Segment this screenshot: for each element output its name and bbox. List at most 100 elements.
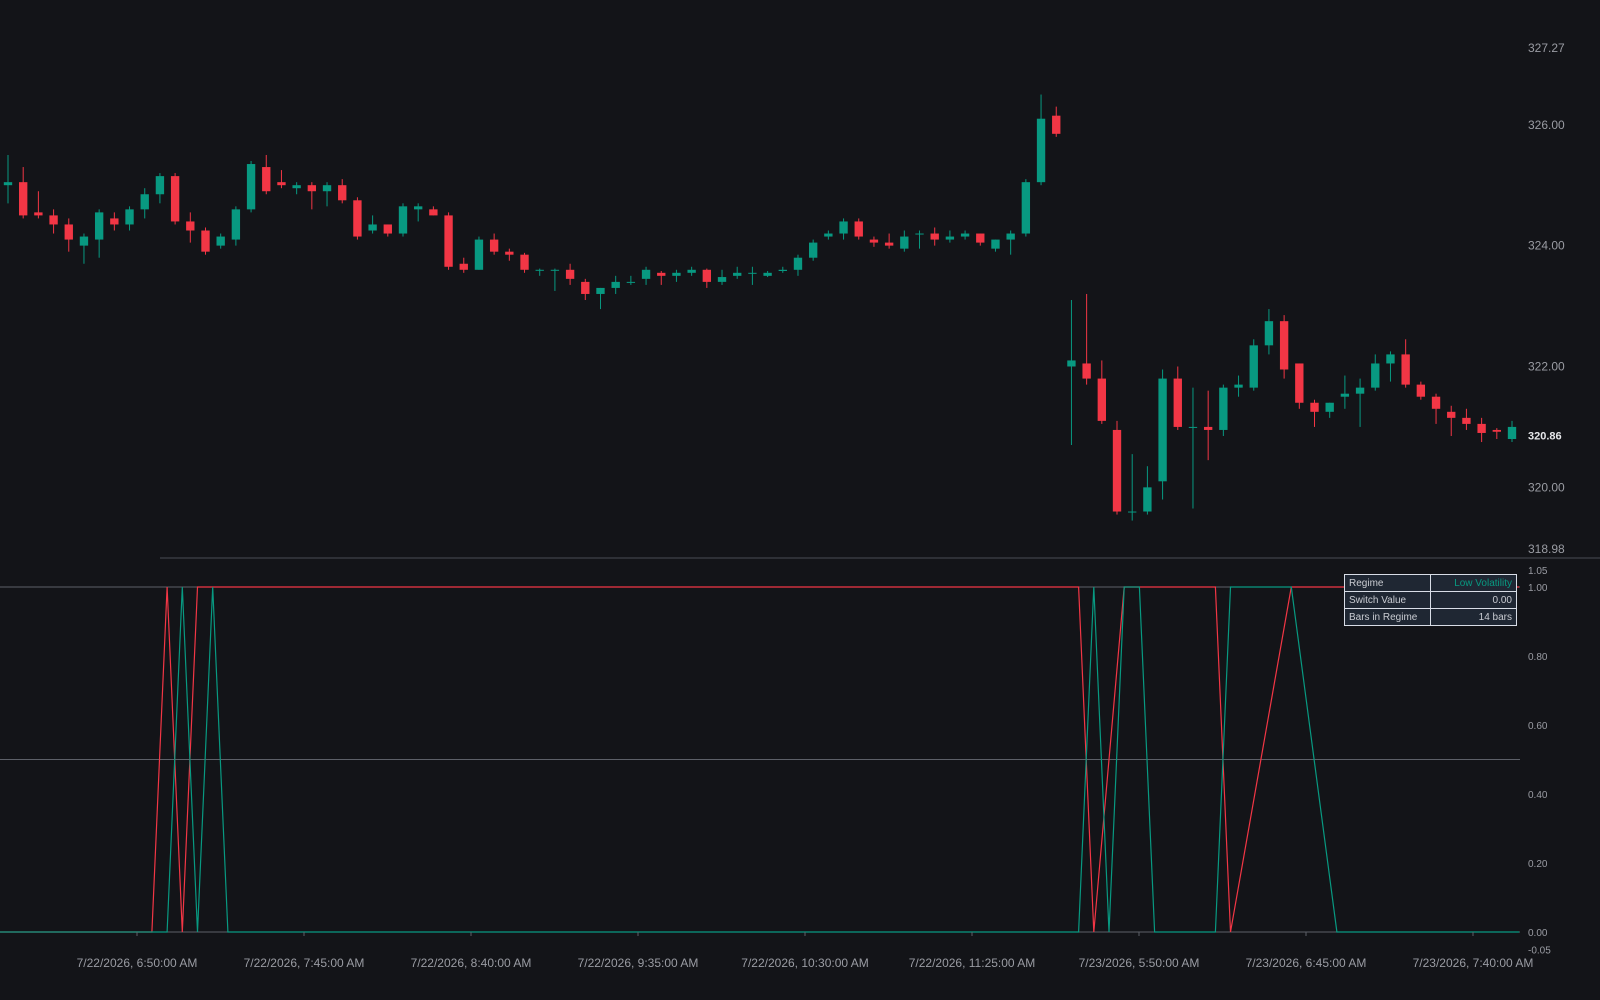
- candle-body: [1431, 396, 1441, 409]
- candle: [231, 206, 241, 246]
- candle: [110, 212, 119, 231]
- time-tick-label: 7/23/2026, 6:45:00 AM: [1246, 956, 1367, 970]
- candle-body: [581, 281, 590, 294]
- candle-body: [1340, 393, 1350, 397]
- candle: [657, 271, 666, 285]
- candle-body: [216, 236, 225, 246]
- candle: [429, 206, 438, 216]
- candle: [976, 233, 985, 246]
- price-tick-label: 326.00: [1528, 118, 1565, 132]
- candle: [550, 268, 560, 291]
- candle-body: [246, 164, 256, 210]
- candle: [1279, 315, 1289, 379]
- candle-body: [611, 281, 620, 288]
- candle: [1021, 179, 1031, 237]
- candle-body: [945, 236, 955, 240]
- candle: [489, 233, 499, 255]
- candle: [1219, 384, 1228, 436]
- candle: [1128, 454, 1137, 521]
- candle: [748, 266, 757, 285]
- candle-body: [429, 209, 438, 216]
- candle-body: [1203, 426, 1213, 430]
- candle: [1386, 351, 1395, 382]
- candle-body: [398, 206, 408, 234]
- candle: [1264, 309, 1274, 355]
- price-tick-label: 324.00: [1528, 239, 1565, 253]
- candle: [1401, 339, 1410, 388]
- candle-body: [854, 221, 863, 237]
- candle-body: [824, 233, 833, 237]
- candle: [915, 230, 924, 249]
- candle-body: [520, 254, 529, 270]
- candle-body: [1082, 363, 1091, 379]
- candle: [1431, 393, 1441, 424]
- candle-body: [763, 272, 772, 276]
- candle: [94, 209, 104, 258]
- candle: [839, 218, 848, 240]
- candle-body: [808, 242, 818, 258]
- indicator-axis[interactable]: 1.05 1.00 0.80 0.60 0.40 0.20 0.00 -0.05: [1528, 566, 1551, 957]
- candle: [1143, 466, 1152, 515]
- candle: [155, 173, 165, 204]
- candle-body: [338, 185, 347, 201]
- candle-body: [1188, 426, 1198, 428]
- candle-body: [793, 257, 803, 270]
- candle-body: [489, 239, 499, 252]
- candle-body: [1310, 402, 1319, 412]
- candle-body: [702, 269, 712, 282]
- candle-body: [19, 182, 28, 216]
- candle-body: [383, 224, 392, 234]
- candle-body: [1492, 429, 1501, 432]
- candle-body: [1462, 417, 1471, 424]
- candle: [520, 252, 529, 273]
- candle: [581, 278, 590, 301]
- candle-body: [1036, 118, 1046, 183]
- indicator-tick-label: 0.60: [1528, 721, 1548, 732]
- candle-body: [1386, 354, 1395, 364]
- candle: [1416, 381, 1426, 400]
- time-tick-label: 7/23/2026, 7:40:00 AM: [1413, 956, 1534, 970]
- candle-body: [1264, 321, 1274, 346]
- candle: [824, 230, 833, 240]
- candle-body: [687, 269, 696, 273]
- candle-body: [353, 200, 362, 237]
- candle-body: [596, 287, 605, 294]
- table-row: Switch Value 0.00: [1344, 591, 1517, 609]
- candle-body: [1112, 429, 1122, 512]
- candle: [763, 271, 772, 278]
- price-axis[interactable]: 327.27 326.00 324.00 322.00 320.00 318.98 320.…: [1528, 41, 1565, 556]
- candle: [1325, 402, 1334, 418]
- candle: [596, 287, 605, 310]
- time-axis[interactable]: 7/22/2026, 6:50:00 AM 7/22/2026, 7:45:00 …: [77, 932, 1534, 970]
- candle-body: [1021, 182, 1031, 234]
- candle-body: [1279, 321, 1289, 370]
- candle: [19, 167, 28, 219]
- candle-body: [1052, 115, 1061, 134]
- candle: [3, 154, 13, 204]
- candle: [1295, 363, 1304, 409]
- candle-body: [231, 209, 241, 240]
- candle: [945, 230, 955, 243]
- candle: [459, 257, 468, 273]
- candle: [1492, 428, 1501, 440]
- candle: [793, 254, 803, 276]
- candle: [322, 182, 332, 207]
- candle: [383, 224, 392, 237]
- price-tick-label: 320.00: [1528, 480, 1565, 494]
- candle-body: [262, 167, 271, 192]
- candle: [884, 233, 894, 249]
- candle: [1507, 420, 1517, 443]
- candle: [34, 191, 43, 219]
- candle: [991, 239, 1000, 252]
- candle: [186, 212, 195, 243]
- candle: [854, 218, 863, 240]
- time-tick-label: 7/22/2026, 8:40:00 AM: [411, 956, 532, 970]
- candle: [246, 161, 256, 213]
- candle-body: [277, 182, 286, 186]
- candle: [702, 268, 712, 288]
- candle-body: [3, 182, 13, 186]
- candle: [292, 182, 301, 195]
- candle-body: [976, 233, 985, 243]
